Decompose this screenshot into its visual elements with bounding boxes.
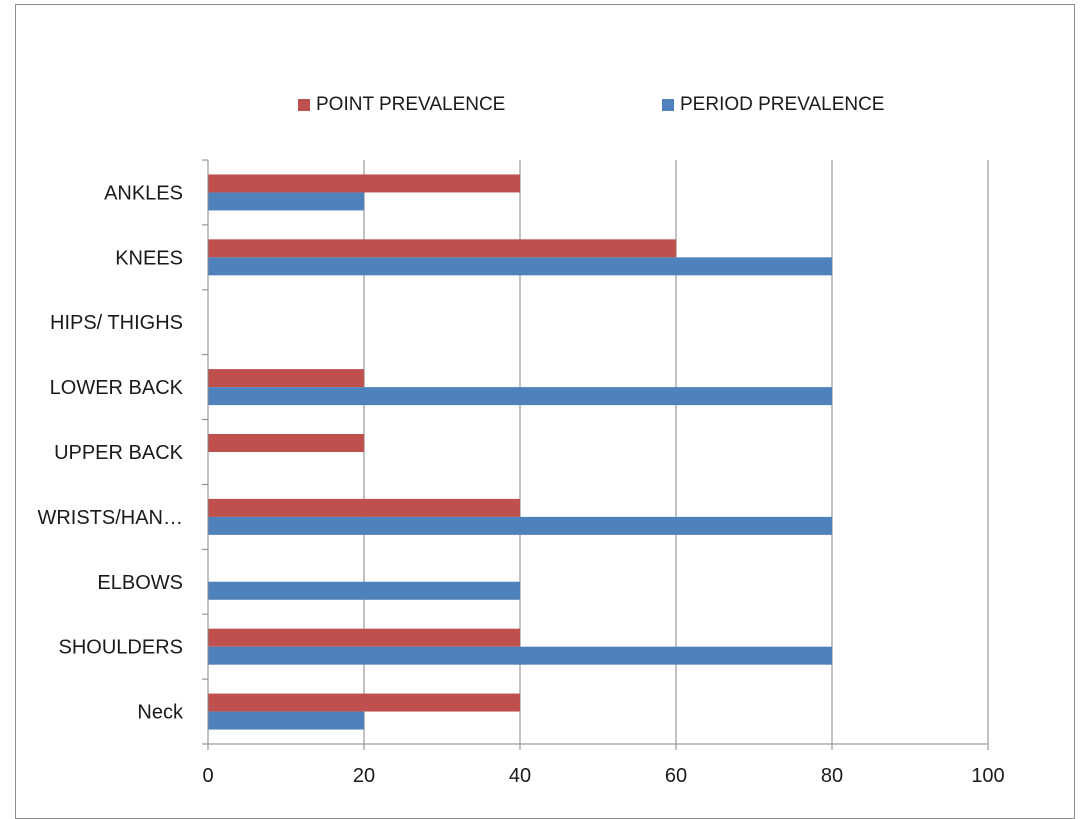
bar-period-0 <box>208 711 364 730</box>
x-tick-label: 80 <box>821 765 843 787</box>
category-label: Neck <box>137 702 184 724</box>
bar-point-8 <box>208 174 520 193</box>
category-label: HIPS/ THIGHS <box>50 312 183 334</box>
x-tick-label: 40 <box>509 765 531 787</box>
bar-period-8 <box>208 192 364 211</box>
bar-point-4 <box>208 434 364 452</box>
x-tick-label: 20 <box>353 765 375 787</box>
bar-point-7 <box>208 239 676 258</box>
x-tick-label: 100 <box>971 765 1004 787</box>
x-tick-label: 0 <box>202 765 213 787</box>
category-label: ELBOWS <box>97 572 183 594</box>
category-label: LOWER BACK <box>50 377 184 399</box>
bar-point-3 <box>208 498 520 517</box>
legend-label-point-prevalence: POINT PREVALENCE <box>316 94 506 115</box>
x-tick-label: 60 <box>665 765 687 787</box>
legend: POINT PREVALENCE PERIOD PREVALENCE <box>0 90 1082 120</box>
category-label: UPPER BACK <box>54 442 184 464</box>
category-label: KNEES <box>115 247 183 269</box>
category-label: WRISTS/HAN… <box>37 507 183 529</box>
legend-label-period-prevalence: PERIOD PREVALENCE <box>680 94 885 115</box>
bar-period-2 <box>208 581 520 600</box>
legend-swatch-point-prevalence <box>298 99 310 111</box>
legend-swatch-period-prevalence <box>662 99 674 111</box>
legend-item-point-prevalence: POINT PREVALENCE <box>298 90 505 120</box>
bar-period-1 <box>208 646 832 665</box>
bar-period-3 <box>208 516 832 535</box>
bar-point-1 <box>208 628 520 647</box>
legend-item-period-prevalence: PERIOD PREVALENCE <box>662 90 884 120</box>
category-label: SHOULDERS <box>59 637 183 659</box>
bar-chart: 0 20 40 60 80 100 Neck SHOULDERS ELBOWS WRISTS/HA… <box>37 159 1005 787</box>
bar-point-0 <box>208 693 520 712</box>
chart-frame <box>15 4 1075 819</box>
bar-point-5 <box>208 369 364 388</box>
bar-period-7 <box>208 257 832 276</box>
category-label: ANKLES <box>104 182 183 204</box>
bar-period-5 <box>208 387 832 406</box>
